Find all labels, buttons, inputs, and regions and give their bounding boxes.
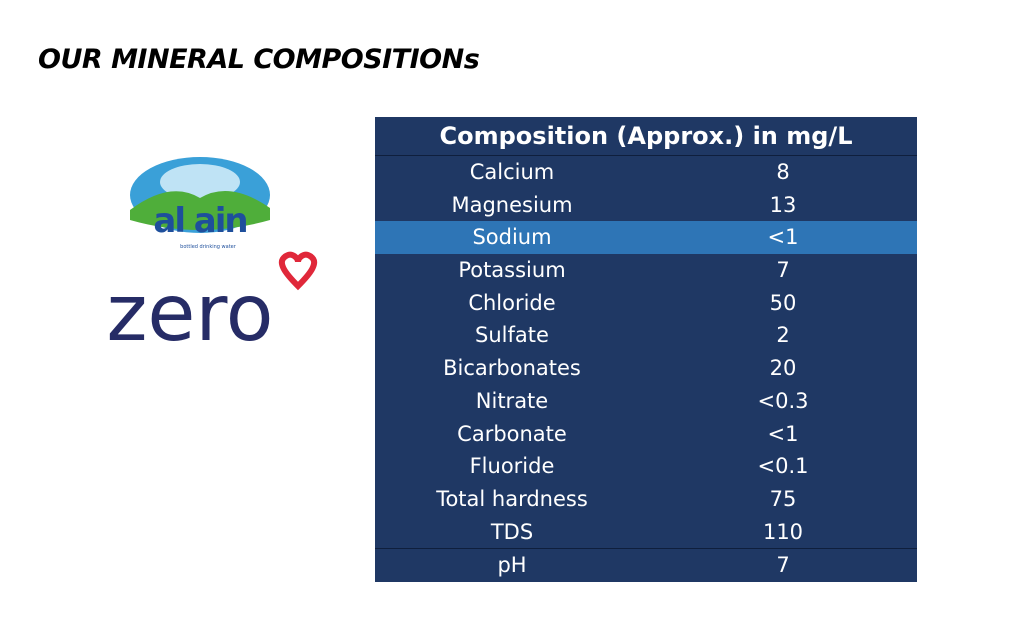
- table-row: Magnesium 13: [375, 189, 917, 222]
- mineral-name: Magnesium: [451, 192, 573, 217]
- mineral-value: 20: [769, 356, 797, 381]
- table-row: pH 7: [375, 548, 917, 582]
- mineral-name: Potassium: [458, 258, 566, 283]
- mineral-value: <0.1: [757, 454, 809, 479]
- mineral-value: <1: [767, 225, 799, 250]
- mineral-name: Fluoride: [469, 454, 555, 479]
- mineral-name: Bicarbonates: [443, 356, 581, 381]
- mineral-name: Sulfate: [475, 323, 549, 348]
- mineral-value: <0.3: [757, 388, 809, 413]
- mineral-name: Sodium: [472, 225, 552, 250]
- mineral-value: 8: [776, 160, 790, 184]
- table-row: Nitrate <0.3: [375, 385, 917, 418]
- mineral-name: TDS: [490, 519, 534, 544]
- slide-title: OUR MINERAL COMPOSITIONs: [38, 44, 480, 75]
- mineral-name: Calcium: [469, 160, 555, 184]
- table-row: TDS 110: [375, 516, 917, 549]
- mineral-value: 50: [769, 290, 797, 315]
- mineral-name: pH: [497, 553, 527, 578]
- mineral-name: Total hardness: [436, 486, 588, 511]
- mineral-name: Nitrate: [475, 388, 549, 413]
- mineral-value: <1: [767, 421, 799, 446]
- logo-brand: al ain: [153, 201, 246, 241]
- mineral-value: 2: [776, 323, 790, 348]
- composition-table: Composition (Approx.) in mg/L Calcium 8 Ma…: [375, 117, 917, 582]
- table-header: Composition (Approx.) in mg/L: [375, 117, 917, 156]
- table-row: Bicarbonates 20: [375, 352, 917, 385]
- mineral-value: 75: [769, 486, 797, 511]
- logo-product: zero: [106, 269, 273, 350]
- table-row: Sulfate 2: [375, 319, 917, 352]
- table-row: Chloride 50: [375, 287, 917, 320]
- mineral-name: Carbonate: [457, 421, 567, 446]
- logo-heart: [278, 251, 318, 291]
- table-row: Total hardness 75: [375, 483, 917, 516]
- table-row: Calcium 8: [375, 156, 917, 189]
- logo-tagline: bottled drinking water: [180, 244, 237, 250]
- mineral-value: 7: [776, 258, 790, 283]
- mineral-value: 7: [776, 553, 790, 578]
- logo: al ain bottled drinking water zero: [106, 157, 318, 350]
- mineral-value: 110: [762, 519, 804, 544]
- logo-sun: [160, 164, 240, 200]
- table-row: Potassium 7: [375, 254, 917, 287]
- table-row: Fluoride <0.1: [375, 450, 917, 483]
- mineral-value: 13: [769, 192, 797, 217]
- table-row: Carbonate <1: [375, 418, 917, 451]
- mineral-name: Chloride: [468, 290, 556, 315]
- table-row: Sodium <1: [375, 221, 917, 255]
- logo-hills: [130, 190, 270, 230]
